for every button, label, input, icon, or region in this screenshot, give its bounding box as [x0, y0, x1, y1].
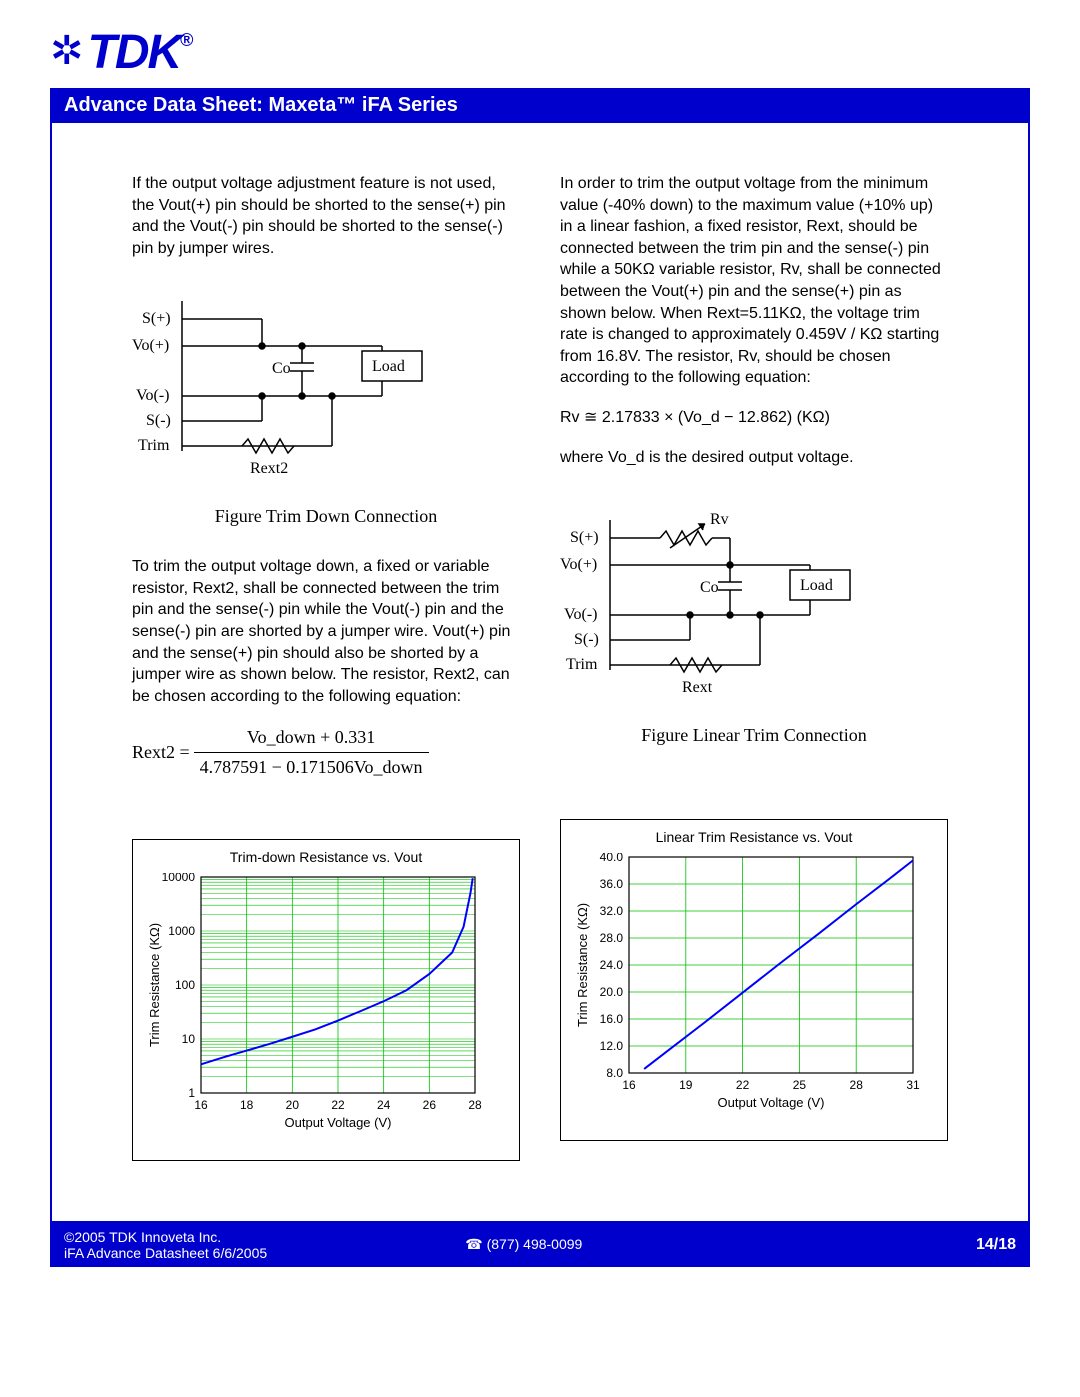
pin-label: Vo(+) [560, 556, 597, 573]
cap-label: Co [272, 360, 291, 377]
svg-text:16: 16 [194, 1098, 208, 1112]
svg-text:10000: 10000 [162, 873, 196, 884]
svg-text:18: 18 [240, 1098, 254, 1112]
pin-label: S(+) [570, 529, 599, 546]
rv-label: Rv [710, 511, 729, 528]
svg-text:Output Voltage (V): Output Voltage (V) [718, 1095, 825, 1110]
load-label: Load [800, 577, 833, 594]
svg-text:Trim Resistance (KΩ): Trim Resistance (KΩ) [575, 903, 590, 1027]
left-column: If the output voltage adjustment feature… [132, 173, 520, 1161]
content: If the output voltage adjustment feature… [50, 123, 1030, 1223]
load-label: Load [372, 358, 405, 375]
fig2-caption: Figure Linear Trim Connection [560, 723, 948, 747]
svg-text:12.0: 12.0 [600, 1039, 624, 1053]
fig1-caption: Figure Trim Down Connection [132, 504, 520, 528]
svg-text:Trim Resistance (KΩ): Trim Resistance (KΩ) [147, 923, 162, 1047]
chart1-title: Trim-down Resistance vs. Vout [145, 848, 507, 867]
footer: ©2005 TDK Innoveta Inc. iFA Advance Data… [50, 1223, 1030, 1267]
svg-text:8.0: 8.0 [606, 1066, 623, 1080]
svg-text:22: 22 [331, 1098, 345, 1112]
svg-text:28: 28 [468, 1098, 482, 1112]
pin-label: S(-) [146, 412, 171, 429]
footer-copyright: ©2005 TDK Innoveta Inc. [64, 1229, 465, 1245]
logo-icon: ✲ [50, 28, 84, 74]
svg-text:10: 10 [182, 1032, 196, 1046]
pin-label: S(-) [574, 631, 599, 648]
brand-text: TDK [88, 26, 181, 79]
page: ✲TDK® Advance Data Sheet: Maxeta™ iFA Se… [0, 0, 1080, 1267]
linear-trim-chart: Linear Trim Resistance vs. Vout 16 19 22 25… [560, 819, 948, 1140]
cap-label: Co [700, 579, 719, 596]
chart2-svg: 16 19 22 25 28 31 8.0 12.0 16.0 20.0 24.0 28.0 32.0 3… [573, 853, 923, 1113]
svg-text:36.0: 36.0 [600, 877, 624, 891]
svg-text:16: 16 [622, 1078, 636, 1092]
svg-text:16.0: 16.0 [600, 1012, 624, 1026]
rext-label: Rext [682, 679, 713, 696]
logo-row: ✲TDK® [0, 0, 1080, 88]
svg-text:28.0: 28.0 [600, 931, 624, 945]
trim-down-circuit: S(+) Vo(+) Vo(-) S(-) Trim Co Load Rext2 [132, 301, 432, 481]
pin-label: Vo(-) [564, 606, 597, 623]
svg-text:22: 22 [736, 1078, 750, 1092]
left-para1: If the output voltage adjustment feature… [132, 173, 520, 259]
pin-label: Vo(+) [132, 337, 169, 354]
footer-page: 14/18 [976, 1236, 1016, 1254]
svg-text:1: 1 [188, 1086, 195, 1100]
eq-label: Rext2 = [132, 740, 190, 764]
rv-equation: Rv ≅ 2.17833 × (Vo_d − 12.862) (KΩ) [560, 407, 948, 429]
footer-phone: ☎ (877) 498-0099 [465, 1236, 976, 1253]
rext-label: Rext2 [250, 460, 288, 477]
trim-down-chart: Trim-down Resistance vs. Vout 16 18 20 22 24… [132, 839, 520, 1160]
linear-trim-circuit: S(+) Vo(+) Vo(-) S(-) Trim Rv Co Load Re… [560, 510, 860, 700]
pin-label: S(+) [142, 310, 171, 327]
rext2-equation: Rext2 = Vo_down + 0.331 4.787591 − 0.171… [132, 725, 520, 779]
svg-text:24: 24 [377, 1098, 391, 1112]
eq-den: 4.787591 − 0.171506Vo_down [194, 753, 429, 779]
svg-text:100: 100 [175, 978, 195, 992]
svg-text:31: 31 [906, 1078, 920, 1092]
title-text: Advance Data Sheet: Maxeta™ iFA Series [64, 94, 458, 116]
svg-text:1000: 1000 [168, 924, 195, 938]
svg-text:40.0: 40.0 [600, 853, 624, 864]
svg-text:32.0: 32.0 [600, 904, 624, 918]
right-para2: where Vo_d is the desired output voltage… [560, 447, 948, 469]
footer-docline: iFA Advance Datasheet 6/6/2005 [64, 1245, 465, 1261]
svg-text:26: 26 [423, 1098, 437, 1112]
right-column: In order to trim the output voltage from… [560, 173, 948, 1161]
chart1-svg: 16 18 20 22 24 26 28 1 10 100 1000 10000 Output Volt… [145, 873, 485, 1133]
svg-text:28: 28 [850, 1078, 864, 1092]
svg-text:20.0: 20.0 [600, 985, 624, 999]
pin-label: Trim [138, 437, 170, 454]
svg-text:19: 19 [679, 1078, 693, 1092]
left-para2: To trim the output voltage down, a fixed… [132, 556, 520, 707]
svg-text:25: 25 [793, 1078, 807, 1092]
title-bar: Advance Data Sheet: Maxeta™ iFA Series [50, 88, 1030, 123]
right-para1: In order to trim the output voltage from… [560, 173, 948, 389]
pin-label: Vo(-) [136, 387, 169, 404]
svg-text:Output Voltage (V): Output Voltage (V) [285, 1115, 392, 1130]
svg-text:24.0: 24.0 [600, 958, 624, 972]
eq-num: Vo_down + 0.331 [194, 725, 429, 752]
pin-label: Trim [566, 656, 598, 673]
chart2-title: Linear Trim Resistance vs. Vout [573, 828, 935, 847]
svg-text:20: 20 [286, 1098, 300, 1112]
